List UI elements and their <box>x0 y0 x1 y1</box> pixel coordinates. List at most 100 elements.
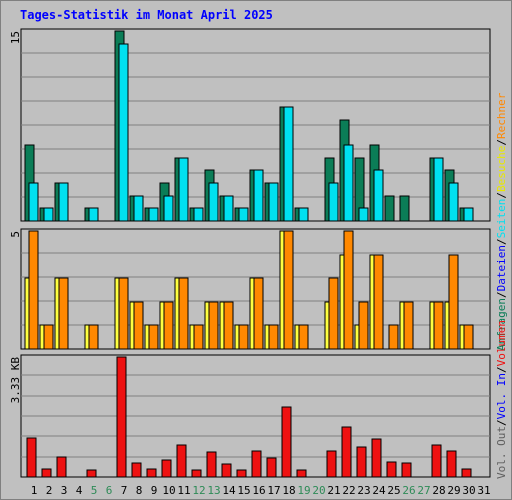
legend-top-entry: Seiten <box>495 199 508 239</box>
volumen-bar <box>206 451 217 478</box>
day-label: 20 <box>312 484 325 497</box>
volumen-bar <box>386 461 397 478</box>
volumen-bar <box>461 468 472 478</box>
rechner-bar <box>223 301 234 350</box>
legend-top-entry: Dateien <box>495 245 508 291</box>
legend-top-entry: / <box>495 192 508 199</box>
dateien-bar <box>58 182 69 222</box>
y-max-label: 15 <box>9 31 22 44</box>
day-label: 1 <box>31 484 38 497</box>
rechner-bar <box>133 301 144 350</box>
volumen-bar <box>326 450 337 478</box>
dateien-bar <box>193 207 204 222</box>
dateien-bar <box>178 157 189 222</box>
dateien-bar <box>118 43 129 222</box>
rechner-bar <box>298 324 309 350</box>
anfragen-bar <box>384 195 395 222</box>
volumen-bar <box>221 463 232 478</box>
volumen-bar <box>371 438 382 478</box>
legend-bottom-entry: Vol. Out <box>495 426 508 479</box>
day-label: 27 <box>417 484 430 497</box>
dateien-bar <box>358 207 369 222</box>
day-label: 29 <box>447 484 460 497</box>
rechner-bar <box>268 324 279 350</box>
rechner-bar <box>328 277 339 350</box>
volumen-bar <box>56 456 67 478</box>
volumen-bar <box>266 457 277 478</box>
day-label: 26 <box>402 484 415 497</box>
legend-top-entry: / <box>495 238 508 245</box>
day-label: 16 <box>252 484 265 497</box>
day-label: 3 <box>61 484 68 497</box>
volumen-bar <box>41 468 52 478</box>
day-label: 11 <box>177 484 190 497</box>
rechner-bar <box>238 324 249 350</box>
chart-title: Tages-Statistik im Monat April 2025 <box>20 8 273 22</box>
day-label: 12 <box>192 484 205 497</box>
day-label: 24 <box>372 484 386 497</box>
dateien-bar <box>328 182 339 222</box>
rechner-bar <box>433 301 444 350</box>
dateien-bar <box>298 207 309 222</box>
rechner-bar <box>58 277 69 350</box>
day-label: 4 <box>76 484 83 497</box>
rechner-bar <box>448 254 459 350</box>
rechner-bar <box>358 301 369 350</box>
rechner-bar <box>43 324 54 350</box>
day-label: 28 <box>432 484 445 497</box>
dateien-bar <box>463 207 474 222</box>
day-label: 21 <box>327 484 340 497</box>
dateien-bar <box>43 207 54 222</box>
rechner-bar <box>283 230 294 350</box>
volumen-bar <box>191 469 202 478</box>
dateien-bar <box>343 144 354 222</box>
legend-bottom-entry: Vol. In <box>495 373 508 419</box>
rechner-bar <box>373 254 384 350</box>
dateien-bar <box>163 195 174 222</box>
volumen-bar <box>26 437 37 478</box>
dateien-bar <box>88 207 99 222</box>
rechner-bar <box>463 324 474 350</box>
dateien-bar <box>238 207 249 222</box>
volumen-bar <box>116 356 127 478</box>
day-label: 19 <box>297 484 310 497</box>
volumen-bar <box>86 469 97 478</box>
volumen-bar <box>161 459 172 478</box>
rechner-bar <box>178 277 189 350</box>
rechner-bar <box>163 301 174 350</box>
day-label: 7 <box>121 484 128 497</box>
volumen-bar <box>236 469 247 478</box>
dateien-bar <box>283 106 294 222</box>
rechner-bar <box>388 324 399 350</box>
volumen-bar <box>431 444 442 478</box>
legend-bottom-entry: / <box>495 419 508 426</box>
legend-top-entry: / <box>495 291 508 298</box>
day-label: 10 <box>162 484 175 497</box>
y-max-label: 3.33 KB <box>9 357 22 404</box>
dateien-bar <box>268 182 279 222</box>
day-label: 9 <box>151 484 158 497</box>
y-max-label: 5 <box>9 231 22 238</box>
day-label: 31 <box>477 484 490 497</box>
volumen-bar <box>401 462 412 478</box>
volumen-bar <box>131 462 142 478</box>
dateien-bar <box>148 207 159 222</box>
anfragen-bar <box>399 195 410 222</box>
legend-bottom-entry: Volumen <box>495 320 508 366</box>
legend-bottom: Vol. Out/Vol. In/Volumen <box>495 320 508 479</box>
day-label: 18 <box>282 484 295 497</box>
rechner-bar <box>88 324 99 350</box>
volumen-bar <box>176 444 187 478</box>
dateien-bar <box>223 195 234 222</box>
legend-top-entry: Besuche <box>495 146 508 192</box>
volumen-bar <box>281 406 292 478</box>
rechner-bar <box>403 301 414 350</box>
rechner-bar <box>118 277 129 350</box>
day-label: 5 <box>91 484 98 497</box>
rechner-bar <box>148 324 159 350</box>
dateien-bar <box>373 169 384 222</box>
legend-bottom-entry: / <box>495 366 508 373</box>
legend-top-entry: Anfragen <box>495 298 508 351</box>
rechner-bar <box>28 230 39 350</box>
day-label: 25 <box>387 484 400 497</box>
